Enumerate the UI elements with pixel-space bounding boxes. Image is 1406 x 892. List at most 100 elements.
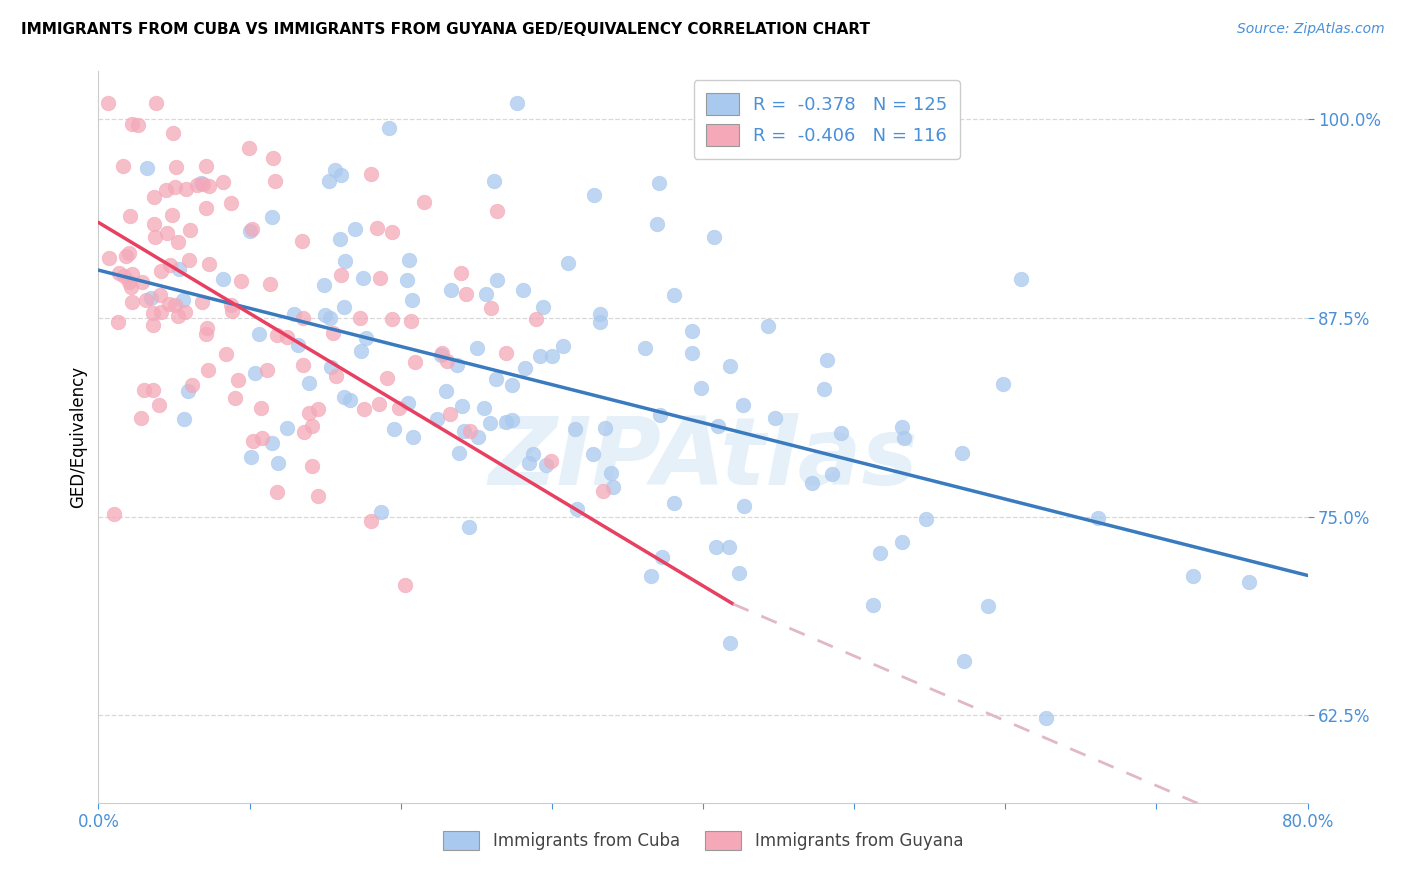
Point: [540, 454, 562, 468]
Point: [149, 305, 172, 319]
Point: [820, 467, 842, 481]
Point: [120, 280, 142, 294]
Point: [186, 178, 208, 192]
Point: [815, 353, 838, 368]
Point: [485, 372, 508, 386]
Point: [159, 258, 181, 272]
Point: [297, 376, 319, 390]
Point: [450, 399, 472, 413]
Point: [731, 398, 754, 412]
Point: [259, 277, 281, 292]
Point: [266, 485, 288, 500]
Point: [142, 383, 165, 397]
Point: [211, 175, 233, 189]
Point: [260, 436, 283, 450]
Point: [485, 204, 508, 219]
Point: [349, 311, 371, 326]
Point: [382, 421, 405, 435]
Point: [197, 363, 219, 377]
Point: [401, 293, 423, 307]
Point: [330, 168, 353, 182]
Point: [198, 178, 221, 193]
Point: [160, 208, 183, 222]
Point: [557, 255, 579, 269]
Point: [115, 249, 138, 263]
Point: [388, 401, 411, 415]
Point: [150, 264, 173, 278]
Point: [582, 447, 605, 461]
Point: [370, 271, 392, 285]
Point: [718, 636, 741, 650]
Point: [191, 178, 214, 192]
Point: [165, 179, 187, 194]
Point: [352, 271, 374, 285]
Point: [651, 549, 673, 564]
Point: [1087, 510, 1109, 524]
Point: [172, 293, 194, 307]
Point: [425, 412, 447, 426]
Point: [465, 341, 488, 355]
Point: [350, 344, 373, 359]
Point: [522, 447, 544, 461]
Point: [155, 183, 177, 197]
Point: [891, 419, 914, 434]
Point: [1181, 569, 1204, 583]
Point: [592, 483, 614, 498]
Point: [648, 177, 671, 191]
Y-axis label: GED/Equivalency: GED/Equivalency: [69, 366, 87, 508]
Point: [375, 370, 398, 384]
Point: [1237, 574, 1260, 589]
Point: [640, 568, 662, 582]
Point: [322, 326, 344, 340]
Point: [450, 266, 472, 280]
Point: [118, 210, 141, 224]
Point: [513, 360, 536, 375]
Point: [266, 328, 288, 343]
Point: [195, 201, 218, 215]
Point: [179, 223, 201, 237]
Point: [226, 373, 249, 387]
Point: [298, 405, 321, 419]
Point: [287, 338, 309, 352]
Point: [479, 417, 502, 431]
Point: [381, 225, 404, 239]
Point: [157, 297, 180, 311]
Point: [312, 278, 335, 293]
Point: [329, 268, 352, 283]
Point: [402, 430, 425, 444]
Point: [250, 431, 273, 445]
Point: [167, 309, 190, 323]
Point: [107, 315, 129, 329]
Point: [439, 407, 461, 421]
Point: [173, 411, 195, 425]
Point: [446, 359, 468, 373]
Point: [454, 287, 477, 301]
Point: [890, 535, 912, 549]
Point: [339, 392, 361, 407]
Point: [354, 331, 377, 345]
Point: [353, 401, 375, 416]
Point: [634, 341, 657, 355]
Point: [703, 229, 725, 244]
Point: [396, 273, 419, 287]
Point: [292, 425, 315, 439]
Point: [567, 502, 589, 516]
Point: [129, 411, 152, 425]
Point: [131, 275, 153, 289]
Point: [323, 162, 346, 177]
Point: [436, 354, 458, 368]
Point: [396, 395, 419, 409]
Point: [519, 456, 541, 470]
Point: [645, 217, 668, 231]
Point: [262, 151, 284, 165]
Point: [190, 177, 212, 191]
Point: [718, 359, 741, 373]
Point: [97, 251, 120, 265]
Point: [291, 310, 314, 325]
Point: [127, 119, 149, 133]
Point: [145, 96, 167, 111]
Point: [915, 512, 938, 526]
Text: ZIPAtlas: ZIPAtlas: [488, 413, 918, 505]
Point: [180, 377, 202, 392]
Point: [318, 310, 340, 325]
